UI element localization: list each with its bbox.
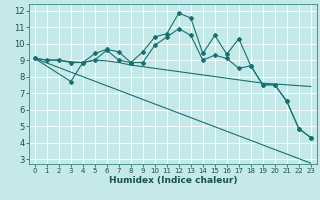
X-axis label: Humidex (Indice chaleur): Humidex (Indice chaleur) [108,176,237,185]
